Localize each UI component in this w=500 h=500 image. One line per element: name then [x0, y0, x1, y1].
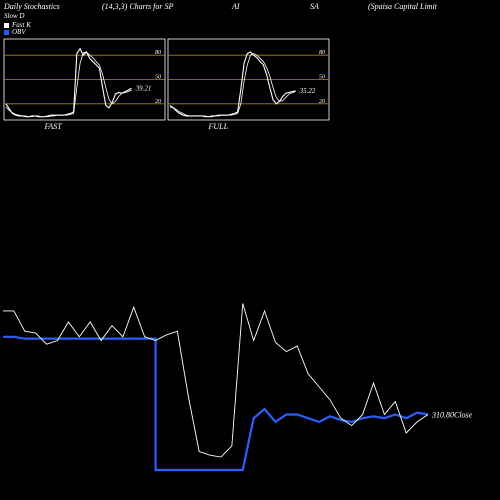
full-last-value: 35.22 [299, 87, 316, 95]
fast-last-value: 39.21 [135, 84, 152, 92]
full-series-full-d [169, 53, 296, 118]
legend-fast-k: Fast K [4, 21, 31, 29]
fast-series-slow-d [5, 51, 132, 118]
legend-slow-d-label: Slow D [4, 12, 25, 20]
full-level-label-50: 50 [319, 75, 325, 81]
full-panel: 20 50 80 35.22 FULL [167, 38, 330, 131]
close-price-label: 310.80Close [431, 411, 473, 420]
legend-obv-label: OBV [12, 28, 26, 36]
symbol-part-2: SA [310, 2, 319, 11]
obv-series [3, 335, 429, 472]
legend-obv: OBV [4, 28, 26, 36]
chart-params: (14,3,3) Charts for SP [102, 2, 174, 11]
fast-label: FAST [44, 122, 63, 131]
legend-fast-k-label: Fast K [12, 21, 31, 29]
fast-level-label-20: 20 [155, 99, 161, 105]
full-level-label-20: 20 [319, 99, 325, 105]
price-obv-panel: 310.80Close [3, 303, 473, 472]
fast-level-label-50: 50 [155, 75, 161, 81]
fast-panel: 20 50 80 39.21 FAST [3, 38, 166, 131]
chart-title: Daily Stochastics [4, 2, 60, 11]
price-series [3, 303, 429, 458]
symbol-part-1: AI [232, 2, 240, 11]
legend-fast-k-swatch [4, 22, 9, 28]
fast-level-label-80: 80 [155, 50, 161, 56]
company-name: (Spaisa Capital Limit [368, 2, 437, 11]
legend-obv-swatch [4, 29, 9, 35]
legend-slow-d: Slow D [4, 12, 24, 20]
full-label: FULL [208, 122, 229, 131]
full-level-label-80: 80 [319, 50, 325, 56]
